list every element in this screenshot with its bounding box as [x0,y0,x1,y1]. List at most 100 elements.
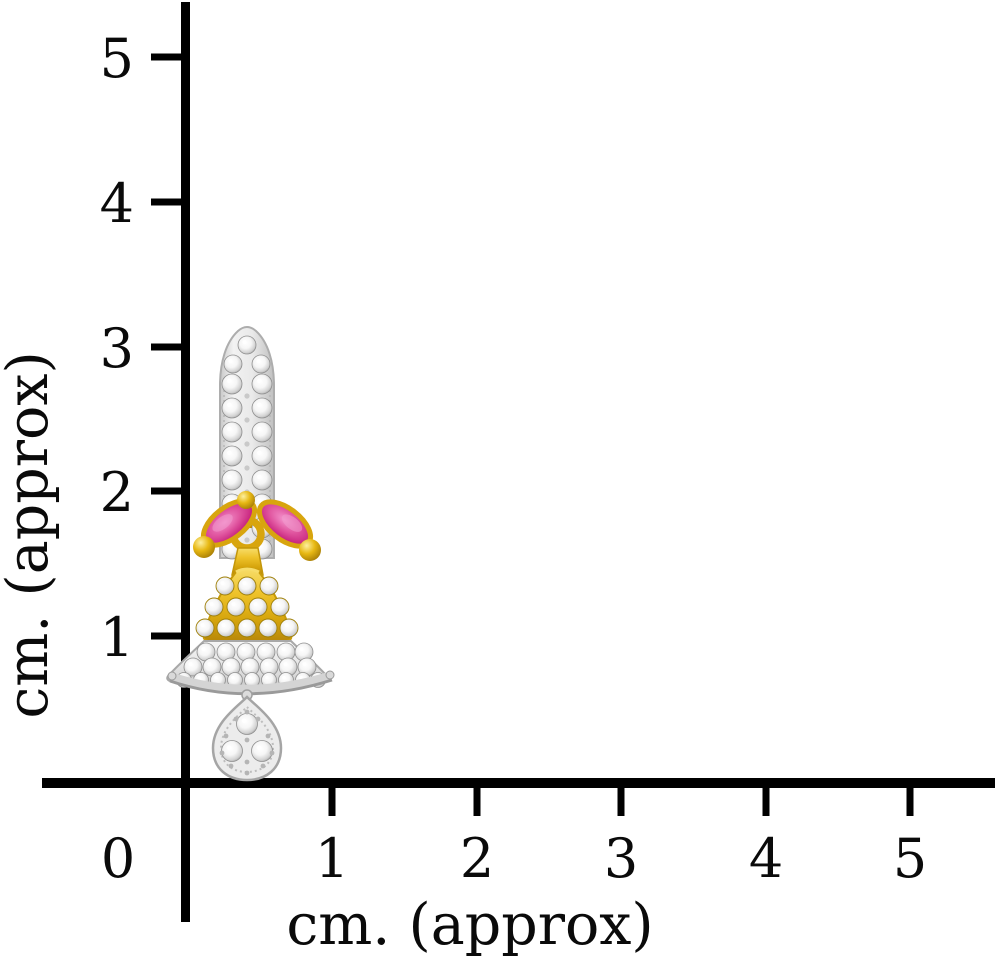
pave-dot [219,750,225,756]
stone-sparkle [264,662,269,667]
granulation-dot [244,393,250,399]
stone-sparkle [241,718,247,723]
stone-sparkle [231,675,235,680]
stone-sparkle [226,745,232,750]
stone-sparkle [242,581,247,586]
stone-sparkle [256,745,262,750]
bell-neck [231,547,264,576]
cz-stone [251,445,273,467]
y-tick-label: 4 [100,172,134,235]
granulation-dot [244,417,250,423]
stone-sparkle [263,623,268,628]
cz-stone [279,618,299,638]
cz-stone [237,335,257,355]
stone-sparkle [242,340,247,345]
gold-bead-top [237,491,255,509]
pave-dot [255,716,261,722]
bell-dome-stones [195,576,299,638]
cz-stone [248,597,268,617]
rim-tip-right [325,670,335,680]
earring-image [166,326,335,782]
y-tick-label: 1 [100,606,134,669]
stone-sparkle [242,623,247,628]
stone-sparkle [200,623,205,628]
cz-stone [251,740,273,762]
x-tick-label: 0 [101,827,135,890]
stone-sparkle [221,623,226,628]
stone-sparkle [283,662,288,667]
cz-stone [237,618,257,638]
stone-sparkle [207,662,212,667]
pave-dot [223,733,229,739]
stone-sparkle [257,498,262,503]
cz-stone [226,597,246,617]
bell-highlight [235,567,260,574]
x-tick-label: 1 [315,827,349,890]
bell-rim-band [170,671,332,694]
x-tick-label: 3 [604,827,638,890]
stone-sparkle [188,662,193,667]
pave-dot [260,763,266,769]
cz-stone [258,618,278,638]
x-tick-label: 2 [460,827,494,890]
stone-sparkle [257,474,262,479]
pave-dot [233,716,239,722]
cz-stone [221,445,243,467]
stone-sparkle [226,662,231,667]
cz-stone [183,657,203,677]
pave-dot [244,737,250,743]
stone-sparkle [220,581,225,586]
cz-stone [221,421,243,443]
pave-dot [244,759,250,765]
stone-sparkle [241,647,246,652]
stone-sparkle [299,647,304,652]
stone-sparkle [265,675,269,680]
stone-sparkle [302,662,307,667]
cz-stone [221,397,243,419]
cz-stone [204,597,224,617]
pave-dot [265,733,271,739]
teardrop-inner-border [219,705,275,774]
gold-ball-left [193,536,215,558]
cz-stone [251,397,273,419]
stone-sparkle [231,602,236,607]
stone-sparkle [257,378,262,383]
cz-stone [237,576,257,596]
cz-stone [223,354,243,374]
stone-sparkle [257,402,262,407]
cz-stone [221,373,243,395]
stone-sparkle [227,474,232,479]
cz-stone [236,713,258,735]
cz-stone [221,469,243,491]
y-tick-label: 3 [100,317,134,380]
cz-stone [195,618,215,638]
cz-stone [270,597,290,617]
stone-sparkle [281,647,286,652]
y-tick-label: 5 [100,27,134,90]
stone-sparkle [227,378,232,383]
stone-sparkle [261,647,266,652]
stone-sparkle [275,602,280,607]
granulation-dot [244,465,250,471]
stone-sparkle [228,359,233,364]
teardrop-stones [219,709,275,776]
stone-sparkle [253,602,258,607]
stone-sparkle [299,675,303,680]
cz-stone [215,576,235,596]
pave-dot [244,709,250,715]
x-tick-label: 4 [749,827,783,890]
cz-stone [259,576,279,596]
y-axis-title: cm. (approx) [0,351,61,718]
cz-stone [216,618,236,638]
cz-stone [251,421,273,443]
stone-sparkle [227,426,232,431]
stone-sparkle [248,675,252,680]
stone-sparkle [256,359,261,364]
stone-sparkle [257,450,262,455]
stone-sparkle [284,623,289,628]
y-tick-label: 2 [100,461,134,524]
stone-sparkle [209,602,214,607]
